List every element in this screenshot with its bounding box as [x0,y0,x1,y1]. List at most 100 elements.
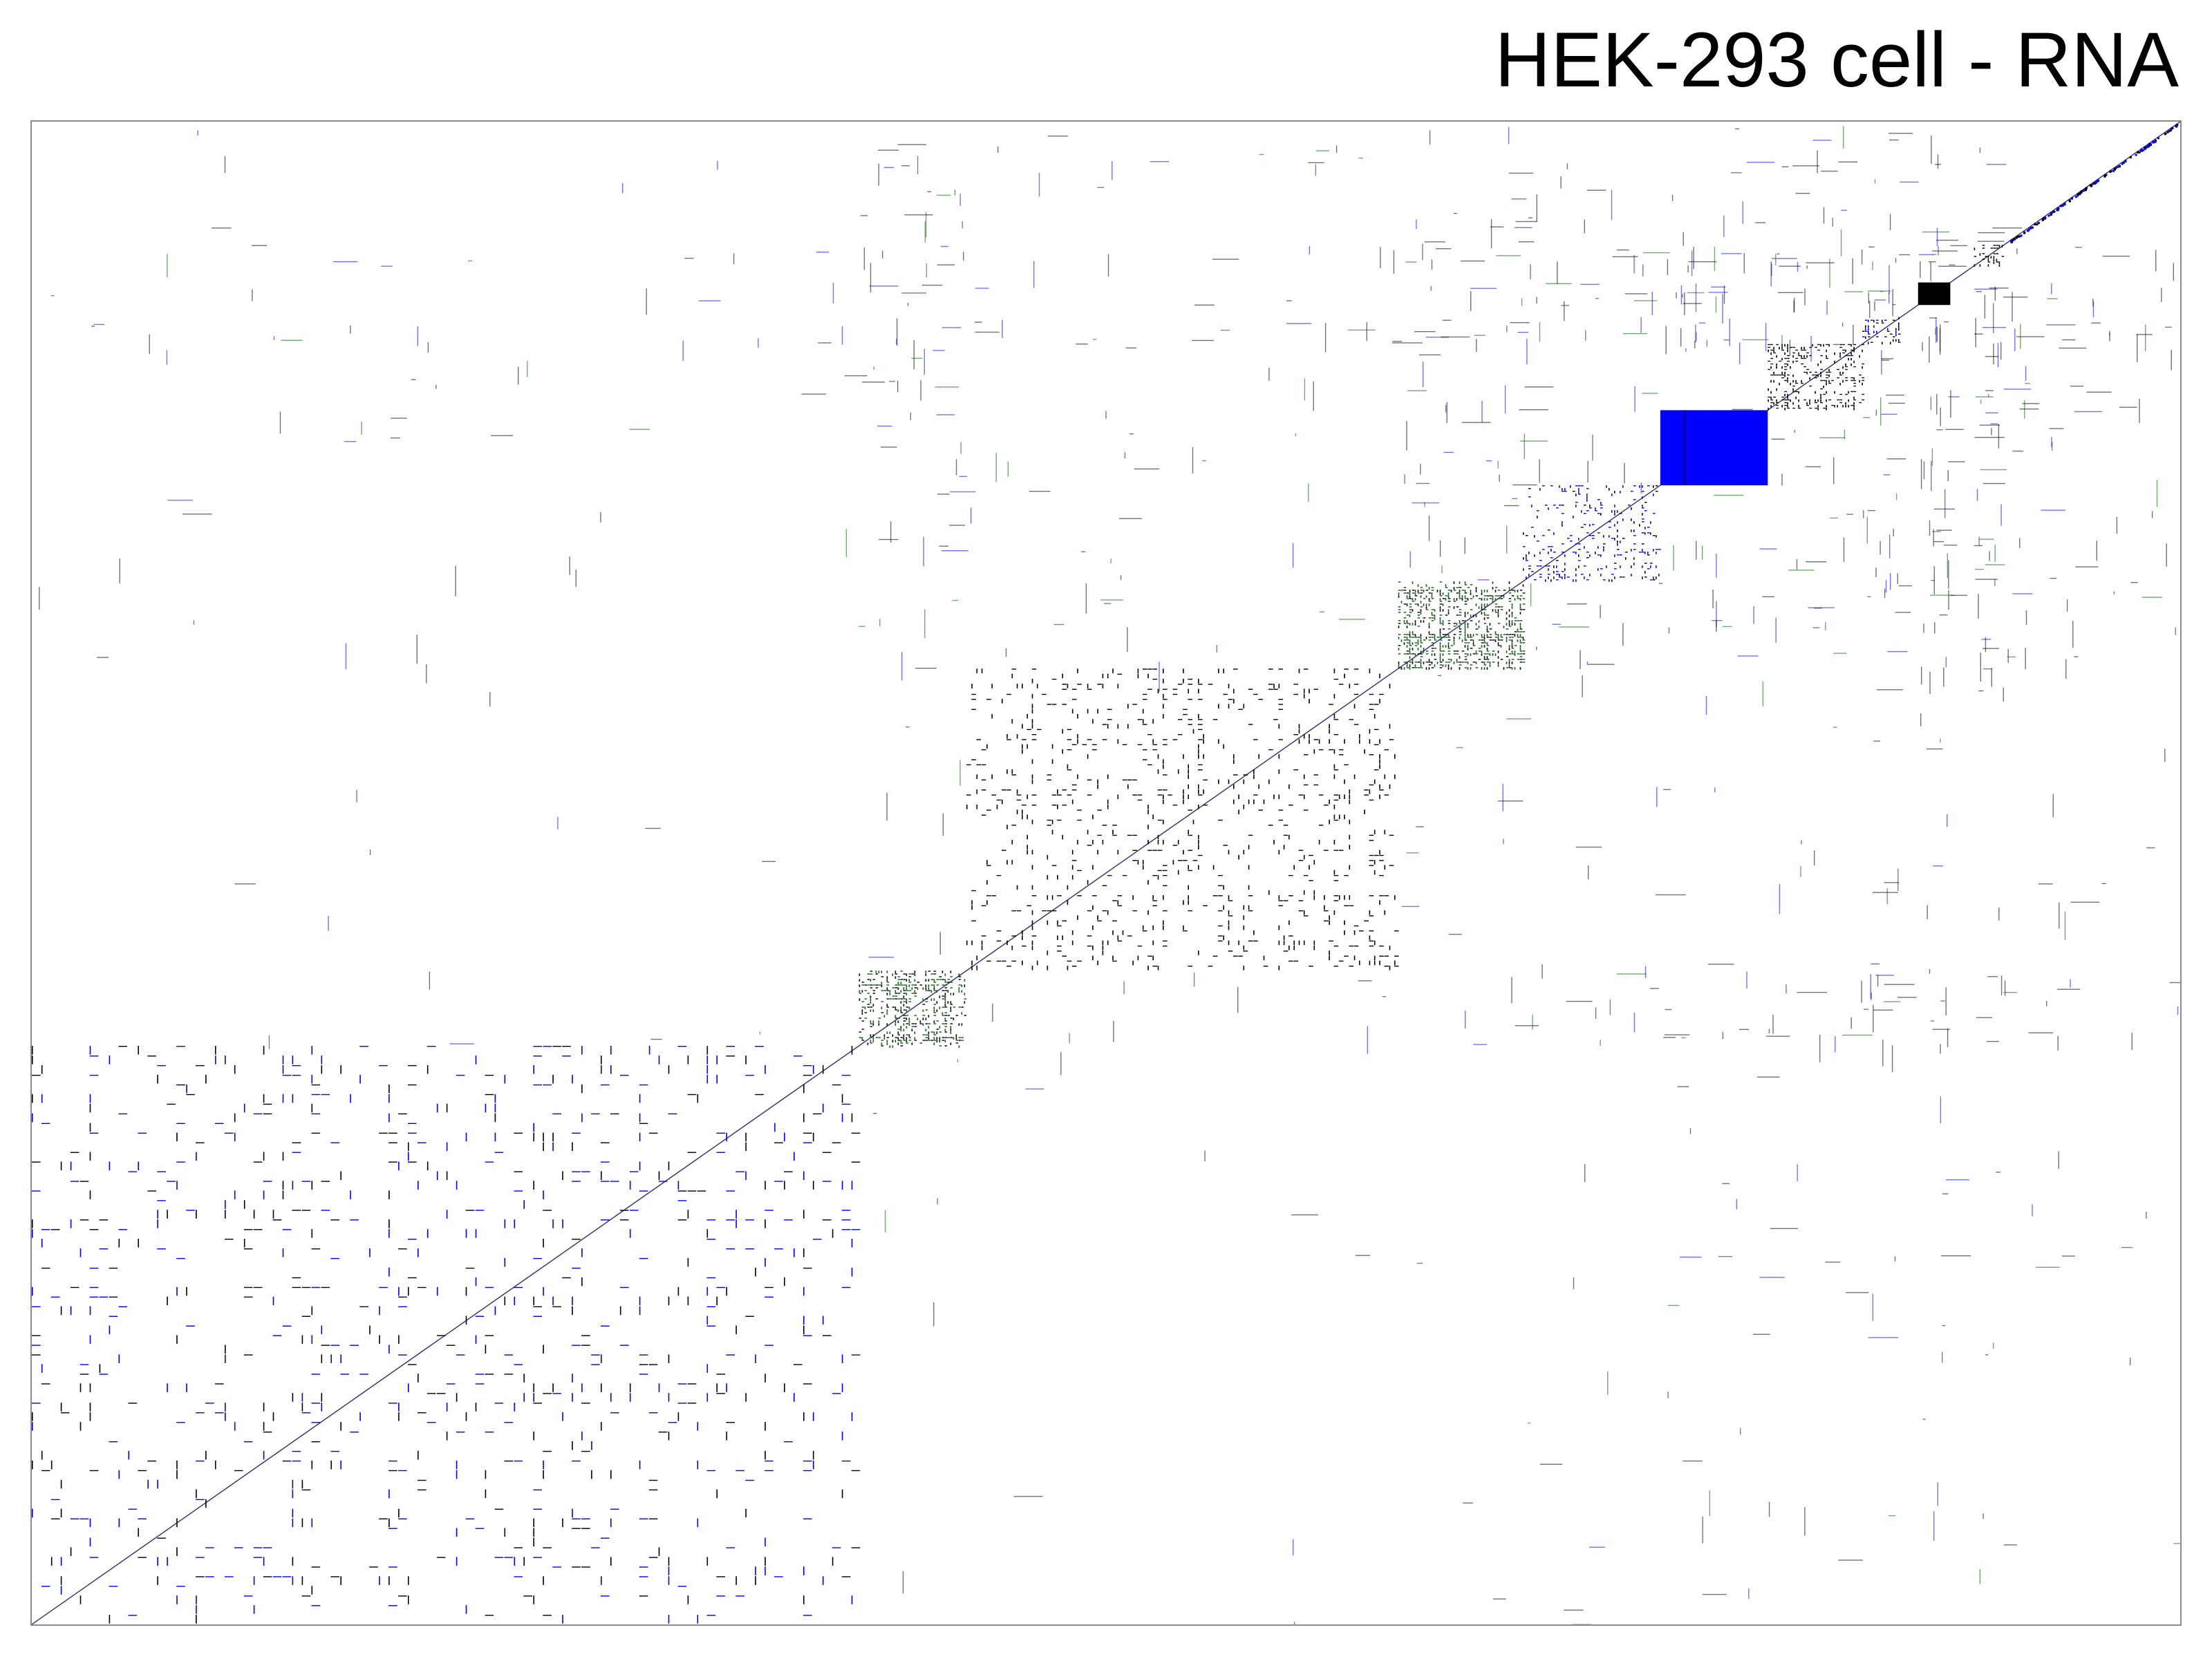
cluster-2-point [894,1040,897,1042]
link-point [1406,421,1407,451]
cluster-5-point [1586,496,1588,499]
cluster-3-point [1188,719,1192,720]
cluster-5-point [1523,568,1524,571]
cluster-7-point [1787,360,1790,362]
cluster-1-point [601,1537,610,1539]
cluster-4-point [1434,609,1436,612]
cluster-1-point [408,1595,409,1604]
cluster-4-point [1486,631,1490,632]
cluster-1-point [128,1171,138,1172]
cluster-1-point [552,1132,554,1142]
cluster-3-point [1132,850,1137,851]
cluster-3-point [1198,784,1199,789]
cluster-4-point [1459,634,1462,635]
cluster-1-point [398,1470,407,1472]
cluster-3-point [1258,754,1259,759]
cluster-2-point [886,1023,888,1026]
cluster-3-point [1188,885,1189,890]
cluster-3-point [1268,779,1270,785]
link-point [1748,1588,1750,1599]
cluster-4-point [1483,598,1485,601]
cluster-11-point [2121,162,2124,165]
cluster-4-point [1425,653,1429,655]
cluster-3-point [1198,719,1203,720]
cluster-3-point [1031,724,1033,729]
cluster-5-point [1617,549,1620,550]
link-point [1742,339,1769,341]
cluster-7-point [1820,388,1823,390]
link-point [1335,145,1338,153]
cluster-4-point [1420,645,1422,648]
cluster-1-point [610,1065,612,1074]
cluster-1-point [765,1422,766,1431]
cluster-3-point [1212,865,1215,870]
cluster-4-point [1403,620,1405,623]
link-point [889,381,895,382]
cluster-3-point [1278,940,1280,946]
link-point [901,652,903,681]
cluster-10-point [1974,247,1976,250]
cluster-1-point [243,1441,253,1443]
cluster-7-point [1834,352,1835,355]
cluster-3-point [1057,794,1062,796]
link-point [1873,1009,1893,1011]
cluster-2-point [922,1018,924,1020]
cluster-11-point [2034,223,2036,226]
cluster-3-point [1303,688,1305,694]
cluster-5-point [1644,571,1646,574]
cluster-5-point [1575,579,1577,582]
cluster-4-point [1483,623,1487,624]
cluster-2-point [911,1026,915,1027]
link-point [1792,165,1820,167]
cluster-3-point [1082,744,1087,745]
cluster-3-point [1188,895,1189,900]
cluster-3-point [1338,814,1340,820]
cluster-1-point [234,1132,236,1142]
cluster-1-point [475,1277,477,1286]
cluster-3-point [1203,739,1204,744]
cluster-3-point [1127,724,1129,729]
cluster-4-point [1497,639,1501,641]
link-point [1872,261,1873,270]
cluster-4-point [1447,645,1450,648]
cluster-2-point [864,998,868,1000]
cluster-1-point [138,1470,147,1472]
link-point [1991,668,1992,687]
link-point [435,384,437,389]
cluster-1-point [388,1518,390,1528]
cluster-4-point [1492,598,1494,601]
link-point [1192,339,1214,341]
cluster-7-point [1834,404,1835,408]
cluster-3-point [1057,805,1058,809]
link-point [1884,1001,1900,1002]
cluster-3-point [1031,865,1033,870]
cluster-1-point [572,1393,573,1402]
cluster-1-point [60,1508,62,1518]
cluster-2-point [908,1034,910,1037]
cluster-1-point [138,1046,139,1055]
cluster-3-point [1374,769,1379,771]
link-point [1477,579,1490,581]
cluster-1-point [581,1046,583,1055]
link-point [1667,259,1669,275]
link-point [1932,531,1941,532]
cluster-1-point [639,1576,648,1577]
cluster-5-point [1631,529,1632,532]
cluster-4-point [1494,609,1497,612]
cluster-11-point [2094,180,2097,183]
cluster-3-point [971,960,973,966]
link-point [361,422,362,435]
cluster-4-point [1398,592,1400,595]
cluster-3-point [1228,920,1230,926]
cluster-5-point [1633,521,1635,524]
cluster-4-point [1483,603,1485,606]
link-point [1677,1086,1689,1087]
link-point [1436,248,1452,250]
cluster-4-point [1500,639,1503,641]
cluster-3-point [1067,764,1069,769]
cluster-5-point [1539,552,1541,554]
cluster-11-point [2082,189,2085,192]
cluster-1-point [32,1508,33,1518]
cluster-1-point [446,1142,448,1152]
link-point [1895,493,1897,500]
